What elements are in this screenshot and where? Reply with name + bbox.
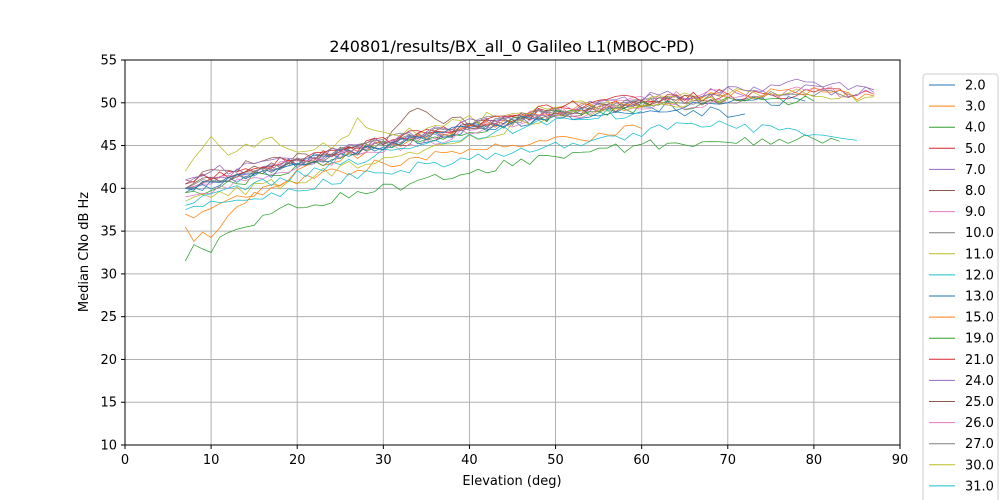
x-tick-label: 0	[121, 453, 129, 468]
x-tick-label: 90	[892, 453, 909, 468]
legend-label: 11.0	[965, 247, 994, 262]
y-tick-label: 30	[100, 267, 117, 282]
legend-label: 3.0	[965, 100, 986, 115]
series-line	[185, 93, 729, 189]
series-line	[185, 124, 642, 219]
legend: 2.0 3.0 4.0 5.0 7.0 8.0 9.0 10.0 11.0 12.0 13.0 15.…	[922, 73, 999, 500]
legend-label: 24.0	[965, 374, 994, 389]
plot-lines	[184, 78, 875, 262]
x-axis-label: Elevation (deg)	[462, 474, 561, 489]
x-tick-label: 10	[203, 453, 220, 468]
legend-label: 12.0	[965, 268, 994, 283]
plot-frame	[124, 59, 901, 446]
y-tick-label: 45	[100, 139, 117, 154]
series-line	[185, 120, 857, 211]
legend-label: 4.0	[965, 121, 986, 136]
y-tick-label: 15	[100, 396, 117, 411]
legend-label: 9.0	[965, 205, 986, 220]
series-line	[185, 115, 556, 190]
chart-title: 240801/results/BX_all_0 Galileo L1(MBOC-…	[329, 37, 694, 57]
series-line	[184, 134, 840, 262]
x-tick-label: 50	[547, 453, 564, 468]
y-tick-label: 10	[100, 439, 117, 454]
y-tick-label: 40	[100, 182, 117, 197]
y-tick-label: 35	[100, 225, 117, 240]
series-line	[184, 88, 875, 172]
legend-label: 30.0	[965, 458, 994, 473]
legend-label: 15.0	[965, 311, 994, 326]
series-line	[185, 86, 875, 189]
series-line	[185, 108, 642, 206]
legend-label: 13.0	[965, 290, 994, 305]
x-tick-label: 40	[461, 453, 478, 468]
legend-label: 19.0	[965, 332, 994, 347]
legend-label: 26.0	[965, 416, 994, 431]
legend-frame	[922, 73, 999, 500]
legend-label: 5.0	[965, 142, 986, 157]
y-tick-label: 50	[100, 96, 117, 111]
x-tick-label: 80	[806, 453, 823, 468]
axis-ticks: 0 10 20 30 40 50 60 70 80 90 10 15 20 25 30 35 40 45 50 55	[100, 54, 908, 469]
y-tick-label: 55	[100, 54, 117, 69]
series-line	[185, 106, 746, 193]
series-line	[185, 98, 728, 198]
legend-label: 8.0	[965, 184, 986, 199]
legend-label: 27.0	[965, 437, 994, 452]
x-tick-label: 30	[375, 453, 392, 468]
legend-label: 21.0	[965, 353, 994, 368]
legend-label: 2.0	[965, 79, 986, 94]
x-tick-label: 70	[720, 453, 737, 468]
y-axis-label: Median CNo dB Hz	[77, 192, 92, 312]
series-line	[185, 84, 875, 185]
legend-label: 31.0	[965, 479, 994, 494]
series-line	[184, 86, 875, 243]
x-tick-label: 60	[633, 453, 650, 468]
y-tick-label: 25	[100, 310, 117, 325]
legend-label: 10.0	[965, 226, 994, 241]
series-line	[185, 96, 728, 202]
y-tick-label: 20	[100, 353, 117, 368]
legend-label: 7.0	[965, 163, 986, 178]
legend-label: 25.0	[965, 395, 994, 410]
x-tick-label: 20	[289, 453, 306, 468]
